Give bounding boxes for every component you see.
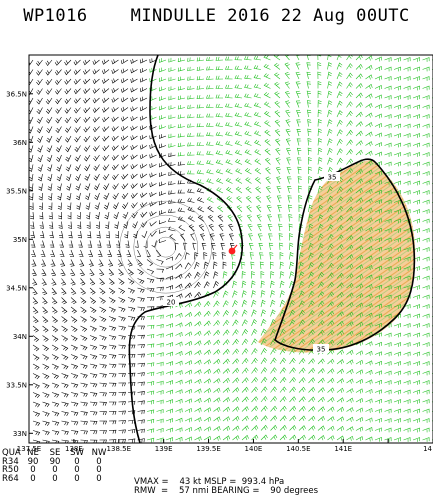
mslp-label: MSLP — [203, 477, 227, 487]
row-label: R50 — [2, 465, 19, 476]
lon-label: 140.5E — [286, 445, 310, 453]
radius-value: 90 — [49, 456, 61, 467]
row-label: R34 — [2, 456, 19, 467]
circulation-ring — [133, 214, 198, 280]
radius-value: 0 — [52, 473, 58, 484]
figure-title: WP1016 MINDULLE 2016 22 Aug 00UTC — [0, 6, 433, 26]
radius-value: 0 — [52, 465, 58, 476]
lon-label: 138.5E — [107, 445, 131, 453]
lat-label: 33.5N — [6, 381, 27, 389]
bearing-value: 90 — [270, 485, 282, 496]
storm-id: WP1016 — [23, 6, 88, 26]
circulation-ring — [119, 200, 212, 294]
circulation-ring — [145, 226, 186, 268]
wind-barbs — [29, 55, 433, 443]
row-label: R64 — [2, 473, 19, 484]
lon-label: 14 — [423, 445, 432, 453]
lat-label: 35N — [13, 236, 27, 244]
lon-label: 139E — [155, 445, 173, 453]
gale-force-area — [258, 160, 416, 353]
storm-time: 00UTC — [356, 6, 410, 26]
contour-35kt-boundary — [274, 158, 416, 351]
wind-radii-table: QUA NE SE SW NW R34 90 90 0 0 R50 0 0 0 … — [2, 449, 110, 483]
column-header: SE — [49, 448, 61, 458]
lat-label: 36.5N — [6, 90, 27, 98]
lat-label: 33N — [13, 430, 27, 438]
radius-value: 0 — [96, 456, 102, 467]
ocean-wind-barbs — [146, 55, 433, 443]
contour-label-35-bottom: 35 — [317, 346, 326, 354]
lon-label: 141E — [334, 445, 352, 453]
contour-20kt-boundary — [128, 55, 244, 443]
map-frame — [28, 54, 433, 444]
storm-info-footer: QUA NE SE SW NW R34 90 90 0 0 R50 0 0 0 … — [0, 449, 433, 500]
storm-stats: VMAX = 43 kt MSLP = 993.4 hPa RMW = 57 n… — [134, 477, 319, 496]
column-header: SW — [70, 448, 84, 458]
bearing-label: BEARING — [211, 485, 250, 496]
latitude-axis: 36.5N 36N 35.5N 35N 34.5N 34N 33.5N 33N — [6, 90, 33, 438]
lon-label: 140E — [245, 445, 263, 453]
radius-value: 0 — [74, 465, 80, 476]
lon-label: 138E — [65, 445, 83, 453]
lat-label: 35.5N — [6, 187, 27, 195]
vmax-value: 43 — [179, 477, 191, 487]
wind-radii-row: R64 0 0 0 0 — [2, 475, 110, 484]
column-header: QUA — [2, 448, 21, 458]
rmw-unit: nmi — [192, 485, 209, 496]
storm-center-marker — [228, 244, 238, 255]
wind-radii-row: R34 90 90 0 0 — [2, 456, 110, 467]
radius-value: 0 — [96, 465, 102, 476]
rmw-value: 57 — [179, 485, 190, 496]
mslp-value: 993.4 — [241, 477, 267, 487]
storm-date: 22 Aug — [280, 6, 346, 26]
radius-value: 0 — [74, 473, 80, 484]
vmax-label: VMAX — [134, 477, 159, 487]
wind-radii-row: R50 0 0 0 0 — [2, 466, 110, 475]
wind-radii-header: QUA NE SE SW NW — [2, 449, 110, 458]
lon-label: 137.5E — [17, 445, 41, 453]
storm-name: MINDULLE — [130, 6, 217, 26]
radius-value: 90 — [27, 456, 39, 467]
storm-year: 2016 — [227, 6, 271, 26]
lat-label: 34N — [13, 333, 27, 341]
mslp-unit: hPa — [268, 477, 285, 487]
column-header: NW — [91, 448, 107, 458]
longitude-axis: 137.5E 138E 138.5E 139E 139.5E 140E 140.5E 141E… — [17, 439, 433, 453]
radius-value: 0 — [74, 456, 80, 467]
lat-label: 34.5N — [6, 284, 27, 292]
radius-value: 0 — [30, 465, 36, 476]
lat-label: 36N — [13, 139, 27, 147]
rmw-label: RMW — [134, 485, 156, 496]
lon-label: 139.5E — [196, 445, 220, 453]
contour-label-35-top: 35 — [328, 174, 337, 182]
circulation-ring — [155, 236, 176, 258]
bearing-unit: degrees — [283, 485, 319, 496]
column-header: NE — [27, 448, 39, 458]
contour-label-20: 20 — [167, 299, 176, 307]
vmax-unit: kt — [192, 477, 202, 487]
radius-value: 0 — [96, 473, 102, 484]
land-wind-barbs — [29, 58, 235, 443]
radius-value: 0 — [30, 473, 36, 484]
